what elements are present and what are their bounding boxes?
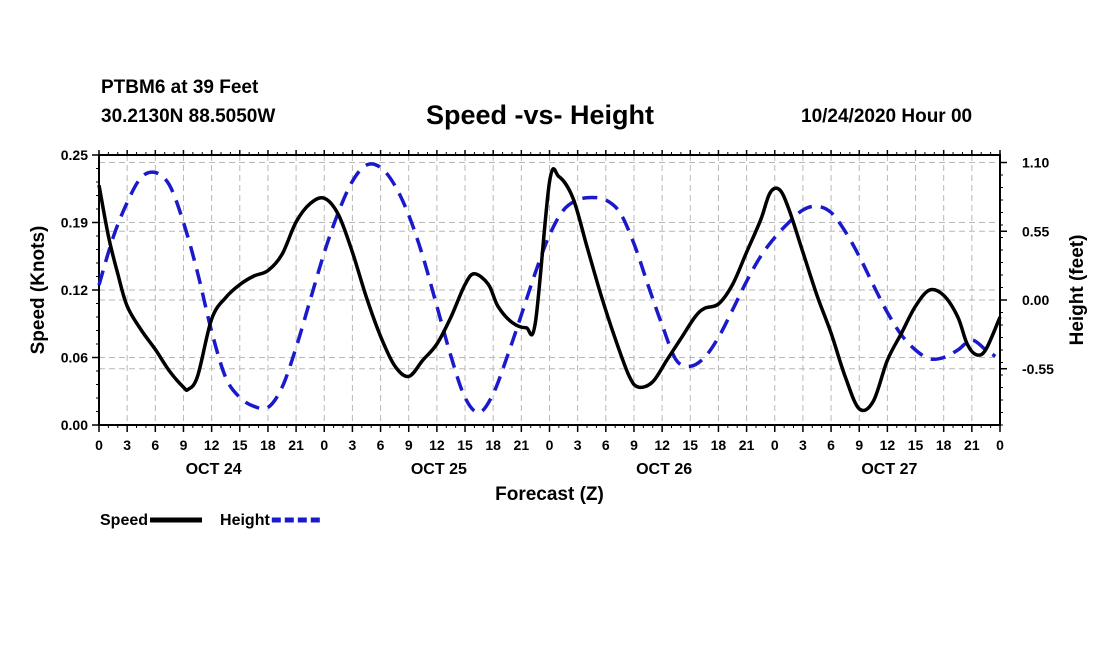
x-tick-label: 15 [232,437,248,453]
height-series-line [97,162,997,415]
x-tick-label: 18 [711,437,727,453]
forecast-datetime: 10/24/2020 Hour 00 [801,106,973,127]
legend-label-height: Height [220,512,270,529]
x-tick-label: 12 [204,437,220,453]
y-tick-label-right: 1.10 [1022,155,1049,171]
x-tick-label: 12 [654,437,670,453]
x-tick-label: 15 [682,437,698,453]
y-tick-label-right: -0.55 [1022,361,1054,377]
coordinates-label: 30.2130N 88.5050W [101,106,276,127]
day-label: OCT 26 [636,461,692,478]
x-tick-label: 18 [260,437,276,453]
x-tick-label: 15 [908,437,924,453]
station-label: PTBM6 at 39 Feet [101,77,259,98]
x-tick-label: 6 [602,437,610,453]
day-label: OCT 24 [186,461,242,478]
x-tick-label: 21 [288,437,304,453]
x-tick-label: 21 [739,437,755,453]
x-tick-label: 6 [151,437,159,453]
chart-series [97,162,1002,415]
x-tick-label: 15 [457,437,473,453]
y-tick-label-left: 0.06 [61,350,88,366]
x-tick-label: 9 [630,437,638,453]
day-label: OCT 27 [861,461,917,478]
x-tick-label: 6 [377,437,385,453]
x-tick-label: 3 [799,437,807,453]
y-tick-label-right: 0.00 [1022,292,1049,308]
y-tick-label-right: 0.55 [1022,223,1049,239]
x-tick-label: 12 [880,437,896,453]
x-tick-label: 21 [964,437,980,453]
x-tick-label: 18 [936,437,952,453]
y-tick-label-left: 0.19 [61,215,88,231]
y-tick-label-left: 0.12 [61,282,88,298]
chart-grid [99,155,1000,425]
axis-ticks [92,150,1007,432]
x-tick-label: 21 [514,437,530,453]
x-tick-label: 9 [405,437,413,453]
x-tick-label: 0 [771,437,779,453]
axis-labels: 0 3 6 9 12 15 18 21 0 3 6 9 12 15 18 21 0 3 6 9 12 15 18 21 0 3 6 9… [28,147,1088,505]
x-tick-label: 0 [320,437,328,453]
chart-title: Speed -vs- Height [426,100,655,130]
day-label: OCT 25 [411,461,467,478]
x-tick-label: 3 [349,437,357,453]
x-tick-label: 3 [574,437,582,453]
y-tick-label-left: 0.25 [61,147,88,163]
x-tick-label: 18 [485,437,501,453]
x-tick-label: 0 [996,437,1004,453]
x-axis-title: Forecast (Z) [495,484,604,505]
y-axis-title-left: Speed (Knots) [28,226,49,355]
speed-series-line [97,167,1002,413]
chart-legend: Speed Height [100,512,324,529]
legend-label-speed: Speed [100,512,148,529]
x-tick-label: 9 [855,437,863,453]
y-axis-title-right: Height (feet) [1067,235,1088,346]
x-tick-label: 12 [429,437,445,453]
x-tick-label: 6 [827,437,835,453]
y-tick-label-left: 0.00 [61,417,88,433]
x-tick-label: 9 [180,437,188,453]
x-tick-label: 0 [95,437,103,453]
x-tick-label: 3 [123,437,131,453]
x-tick-label: 0 [546,437,554,453]
